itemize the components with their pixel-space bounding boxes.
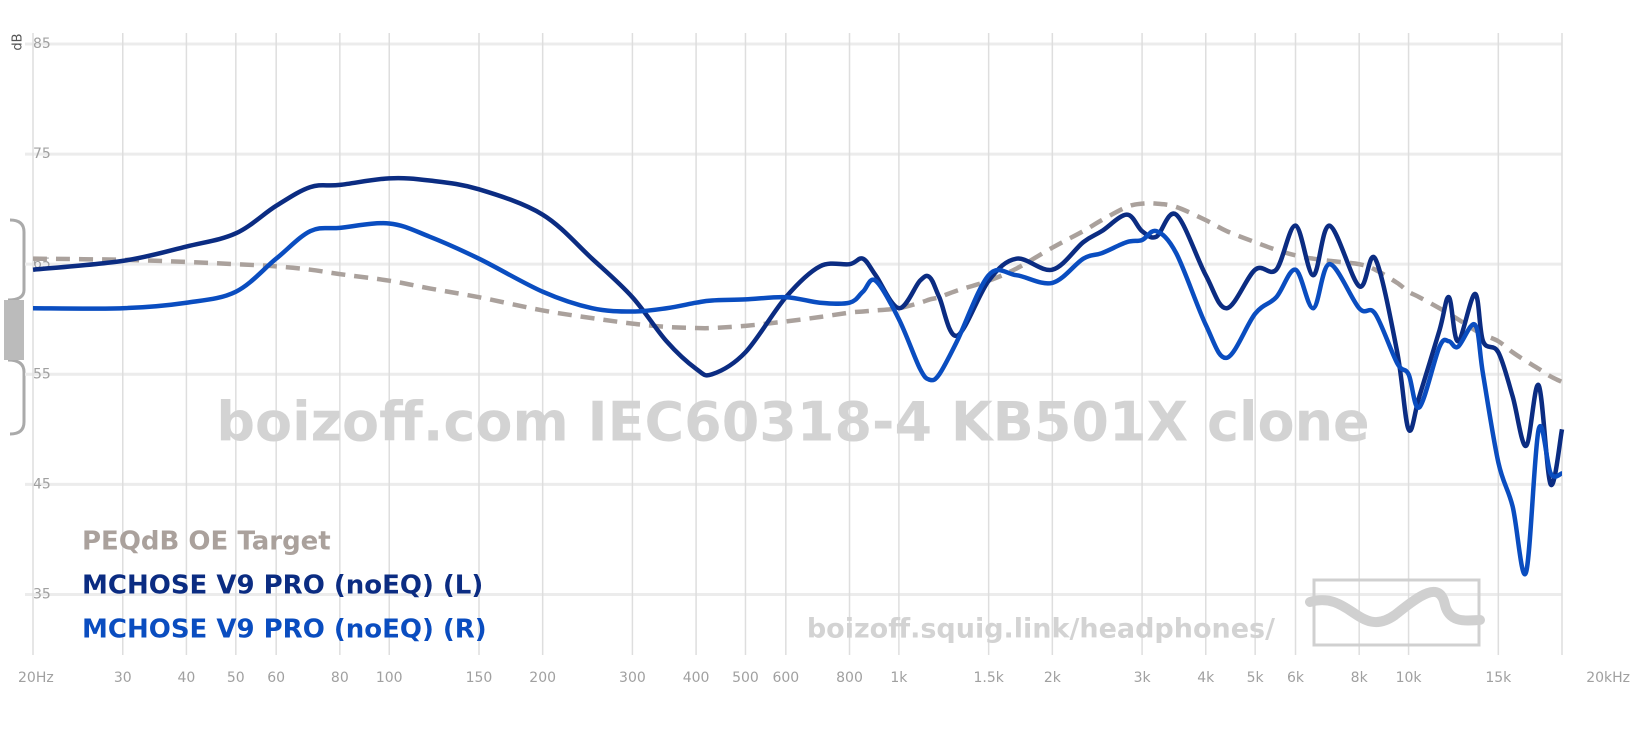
x-tick-label: 20Hz (18, 670, 54, 686)
handle-bottom (7, 358, 26, 436)
x-tick-label: 2k (1044, 670, 1062, 686)
watermark: boizoff.com IEC60318-4 KB501X clone (216, 391, 1369, 454)
site-url: boizoff.squig.link/headphones/ (807, 614, 1275, 645)
x-tick-label: 60 (267, 670, 285, 686)
legend: PEQdB OE Target MCHOSE V9 PRO (noEQ) (L) M… (82, 527, 487, 645)
x-tick-label: 400 (683, 670, 710, 686)
x-tick-label: 8k (1351, 670, 1369, 686)
x-tick-label: 10k (1396, 670, 1423, 686)
x-tick-label: 1.5k (973, 670, 1004, 686)
logo (1305, 578, 1485, 647)
x-tick-label: 800 (836, 670, 863, 686)
handle-top (7, 218, 26, 302)
x-tick-label: 50 (227, 670, 245, 686)
x-tick-label: 600 (772, 670, 799, 686)
x-tick-label: 30 (114, 670, 132, 686)
plot (32, 175, 1565, 577)
y-tick-label: 85 (33, 36, 51, 52)
x-tick-label: 300 (619, 670, 646, 686)
legend-entry: PEQdB OE Target (82, 527, 331, 557)
x-tick-label: 200 (529, 670, 556, 686)
logo-curve (1305, 586, 1485, 627)
series-line (32, 175, 1565, 487)
x-tick-label: 4k (1197, 670, 1215, 686)
x-tick-label: 40 (178, 670, 196, 686)
y-tick-label: 55 (33, 366, 51, 382)
x-tick-label: 5k (1247, 670, 1265, 686)
handle-grip (4, 300, 24, 360)
y-tick-label: 75 (33, 146, 51, 162)
x-tick-label: 1k (890, 670, 908, 686)
legend-entry: MCHOSE V9 PRO (noEQ) (R) (82, 615, 487, 645)
x-tick-label: 80 (331, 670, 349, 686)
y-axis-label: dB (11, 33, 26, 50)
x-tick-label: 20kHz (1586, 670, 1630, 686)
x-tick-label: 6k (1287, 670, 1305, 686)
legend-entry: MCHOSE V9 PRO (noEQ) (L) (82, 571, 483, 601)
series-line (32, 220, 1563, 577)
y-tick-label: 35 (33, 586, 51, 602)
x-tick-label: 500 (732, 670, 759, 686)
x-tick-label: 150 (466, 670, 493, 686)
y-tick-label: 45 (33, 476, 51, 492)
x-tick-label: 3k (1134, 670, 1152, 686)
handle (4, 218, 26, 436)
logo-frame (1312, 578, 1481, 647)
x-tick-label: 100 (376, 670, 403, 686)
x-tick-label: 15k (1485, 670, 1512, 686)
